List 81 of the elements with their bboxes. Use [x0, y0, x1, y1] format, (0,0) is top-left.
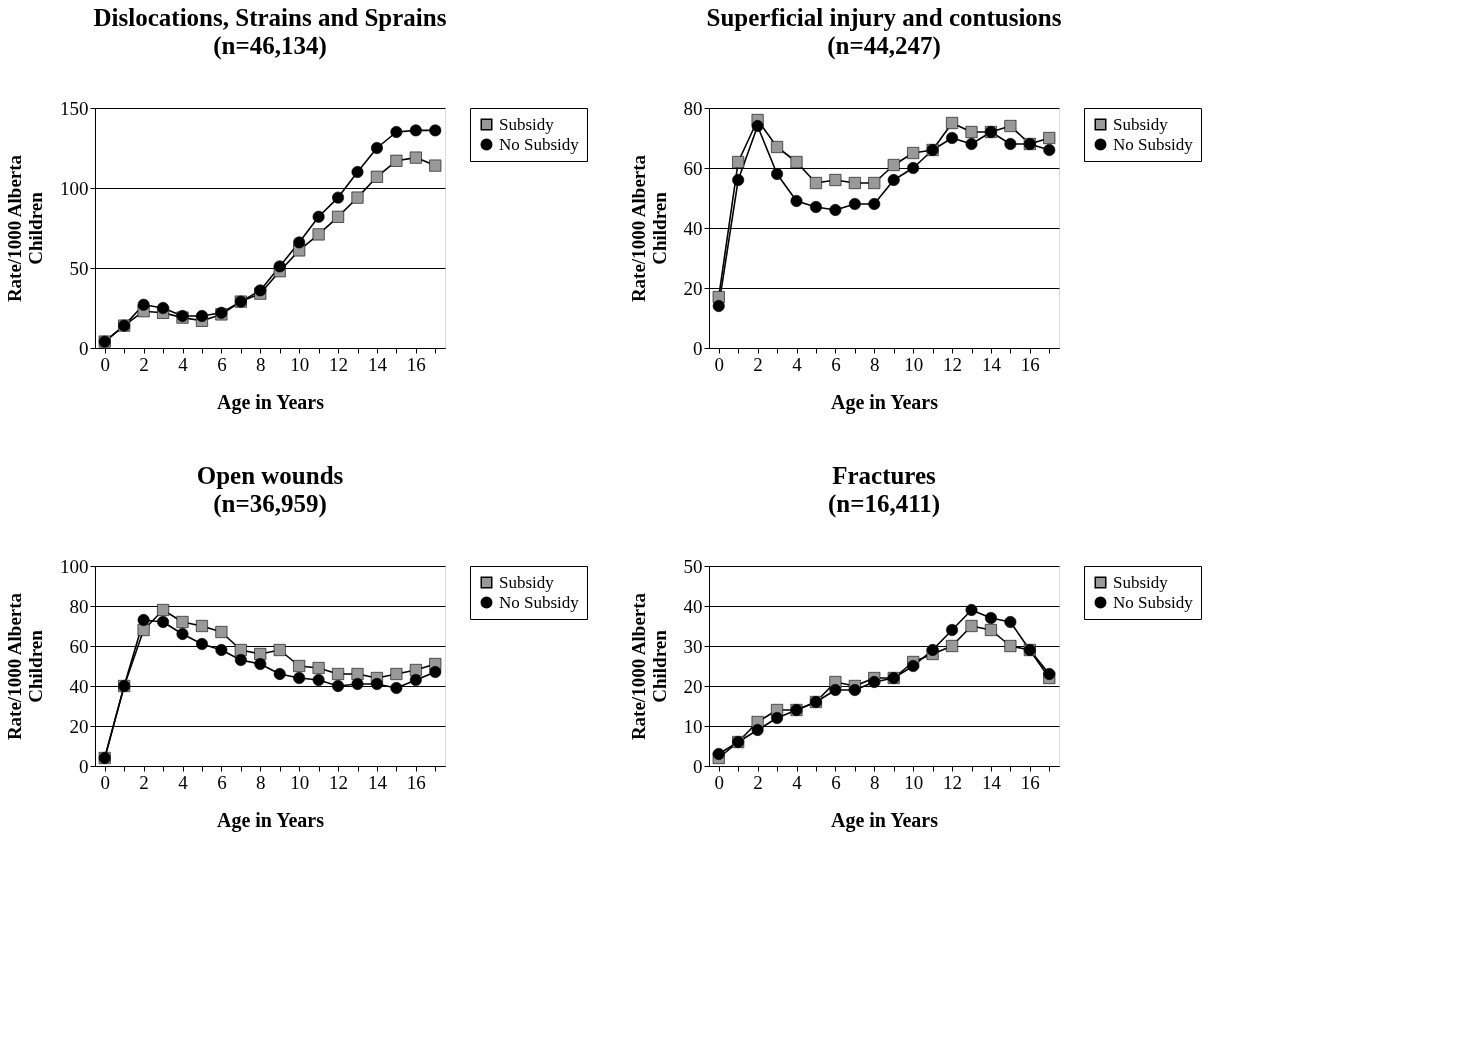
legend-label: No Subsidy: [1113, 134, 1194, 154]
x-tick-label: 10: [290, 353, 310, 375]
legend-label: Subsidy: [499, 114, 555, 134]
chart-title: Open wounds: [196, 462, 344, 489]
x-tick-label: 14: [367, 353, 388, 375]
chart-subtitle: (n=44,247): [827, 32, 941, 60]
x-tick-label: 0: [100, 771, 110, 793]
y-tick-label: 50: [683, 555, 703, 577]
y-tick-label: 40: [683, 595, 703, 617]
legend-label: No Subsidy: [499, 592, 580, 612]
y-tick-label: 60: [683, 157, 703, 179]
x-tick-label: 14: [367, 771, 388, 793]
x-tick-label: 4: [792, 353, 803, 375]
y-tick-label: 20: [69, 715, 89, 737]
chart-title: Superficial injury and contusions: [706, 4, 1062, 31]
y-tick-label: 40: [69, 675, 89, 697]
x-tick-label: 8: [256, 771, 266, 793]
x-tick-label: 6: [217, 353, 227, 375]
chart-subtitle: (n=46,134): [213, 32, 327, 60]
x-axis-title: Age in Years: [216, 390, 325, 414]
x-tick-label: 4: [178, 771, 189, 793]
y-tick-label: 0: [693, 337, 703, 359]
y-tick-label: 0: [79, 337, 89, 359]
y-tick-label: 150: [60, 97, 89, 119]
x-tick-label: 6: [831, 771, 841, 793]
y-tick-label: 0: [693, 755, 703, 777]
x-tick-label: 14: [981, 771, 1002, 793]
y-axis-title: Rate/1000 Alberta Children: [627, 592, 670, 741]
x-tick-label: 2: [139, 353, 149, 375]
y-tick-label: 30: [683, 635, 703, 657]
chart-subtitle: (n=36,959): [213, 490, 327, 518]
legend-label: Subsidy: [499, 572, 555, 592]
y-tick-label: 50: [69, 257, 89, 279]
x-tick-label: 2: [139, 771, 149, 793]
x-tick-label: 8: [256, 353, 266, 375]
x-tick-label: 12: [329, 771, 349, 793]
x-tick-label: 0: [714, 353, 724, 375]
x-tick-label: 12: [943, 771, 963, 793]
y-tick-label: 40: [683, 217, 703, 239]
legend-label: No Subsidy: [1113, 592, 1194, 612]
x-tick-label: 16: [406, 771, 426, 793]
x-tick-label: 0: [100, 353, 110, 375]
x-tick-label: 2: [753, 771, 763, 793]
x-tick-label: 6: [217, 771, 227, 793]
x-axis-title: Age in Years: [830, 808, 939, 832]
x-tick-label: 8: [870, 353, 880, 375]
x-tick-label: 14: [981, 353, 1002, 375]
x-tick-label: 10: [904, 771, 924, 793]
x-axis-title: Age in Years: [830, 390, 939, 414]
y-tick-label: 10: [683, 715, 703, 737]
x-axis-title: Age in Years: [216, 808, 325, 832]
y-tick-label: 100: [60, 555, 89, 577]
x-tick-label: 0: [714, 771, 724, 793]
y-tick-label: 20: [683, 675, 703, 697]
y-tick-label: 60: [69, 635, 89, 657]
x-tick-label: 16: [1020, 353, 1040, 375]
x-tick-label: 6: [831, 353, 841, 375]
y-tick-label: 80: [69, 595, 89, 617]
x-tick-label: 2: [753, 353, 763, 375]
y-tick-label: 100: [60, 177, 89, 199]
y-axis-title: Rate/1000 Alberta Children: [627, 154, 670, 303]
x-tick-label: 16: [1020, 771, 1040, 793]
y-tick-label: 20: [683, 277, 703, 299]
x-tick-label: 10: [290, 771, 310, 793]
y-tick-label: 0: [79, 755, 89, 777]
x-tick-label: 4: [792, 771, 803, 793]
chart-subtitle: (n=16,411): [827, 490, 941, 518]
x-tick-label: 10: [904, 353, 924, 375]
x-tick-label: 12: [943, 353, 963, 375]
legend-label: Subsidy: [1113, 572, 1169, 592]
x-tick-label: 8: [870, 771, 880, 793]
x-tick-label: 16: [406, 353, 426, 375]
x-tick-label: 12: [329, 353, 349, 375]
x-tick-label: 4: [178, 353, 189, 375]
chart-title: Dislocations, Strains and Sprains: [93, 4, 447, 31]
legend-label: Subsidy: [1113, 114, 1169, 134]
y-tick-label: 80: [683, 97, 703, 119]
chart-title: Fractures: [832, 462, 937, 489]
y-axis-title: Rate/1000 Alberta Children: [4, 154, 46, 303]
legend-label: No Subsidy: [499, 134, 580, 154]
y-axis-title: Rate/1000 Alberta Children: [4, 592, 46, 741]
